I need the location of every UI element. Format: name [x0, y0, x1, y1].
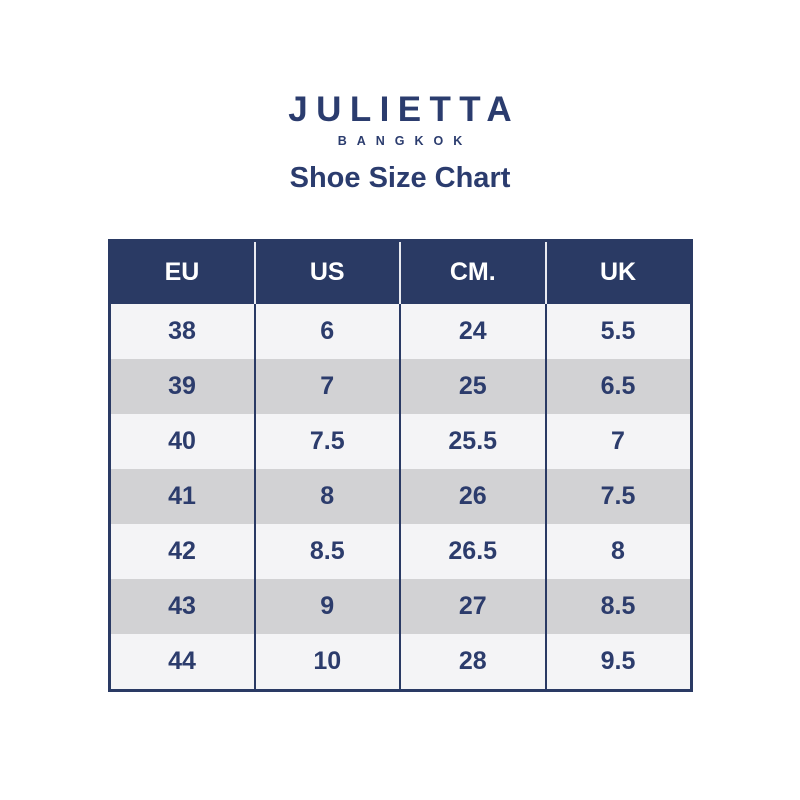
cell-eu: 40: [109, 413, 255, 469]
cell-eu: 43: [109, 578, 255, 634]
table-row: 39 7 25 6.5: [109, 358, 691, 414]
cell-us: 10: [253, 633, 400, 690]
cell-us: 7.5: [253, 413, 400, 469]
cell-us: 8: [253, 468, 400, 524]
cell-eu: 41: [109, 468, 255, 524]
cell-uk: 5.5: [544, 303, 691, 359]
cell-cm: 26: [399, 468, 546, 524]
cell-us: 7: [253, 358, 400, 414]
table-row: 41 8 26 7.5: [109, 468, 691, 524]
cell-us: 9: [253, 578, 400, 634]
brand-logo: JULIETTA: [288, 90, 521, 129]
table-row: 40 7.5 25.5 7: [109, 413, 691, 469]
cell-uk: 7: [544, 413, 691, 469]
table-row: 44 10 28 9.5: [109, 633, 691, 690]
cell-eu: 38: [109, 303, 255, 359]
size-chart-body: 38 6 24 5.5 39 7 25 6.5 40 7.5 25.5 7 41…: [109, 303, 691, 690]
cell-cm: 24: [399, 303, 546, 359]
cell-cm: 25: [399, 358, 546, 414]
table-row: 42 8.5 26.5 8: [109, 523, 691, 579]
page-title: Shoe Size Chart: [289, 161, 511, 194]
cell-uk: 8: [544, 523, 691, 579]
cell-cm: 27: [399, 578, 546, 634]
column-header-uk: UK: [544, 240, 691, 304]
cell-uk: 7.5: [544, 468, 691, 524]
cell-cm: 25.5: [399, 413, 546, 469]
cell-us: 6: [253, 303, 400, 359]
column-header-us: US: [253, 240, 400, 304]
header-row: EU US CM. UK: [109, 240, 691, 304]
size-chart-table: EU US CM. UK 38 6 24 5.5 39 7 25 6.5 40 …: [107, 238, 693, 692]
table-row: 38 6 24 5.5: [109, 303, 691, 359]
cell-cm: 26.5: [399, 523, 546, 579]
size-chart-header: EU US CM. UK: [109, 240, 691, 304]
brand-city: BANGKOK: [337, 134, 473, 148]
cell-eu: 42: [109, 523, 255, 579]
column-header-cm: CM.: [399, 240, 546, 304]
cell-eu: 39: [109, 358, 255, 414]
cell-uk: 8.5: [544, 578, 691, 634]
table-row: 43 9 27 8.5: [109, 578, 691, 634]
cell-eu: 44: [109, 633, 255, 690]
cell-uk: 6.5: [544, 358, 691, 414]
cell-uk: 9.5: [544, 633, 691, 690]
cell-us: 8.5: [253, 523, 400, 579]
column-header-eu: EU: [109, 240, 255, 304]
cell-cm: 28: [399, 633, 546, 690]
